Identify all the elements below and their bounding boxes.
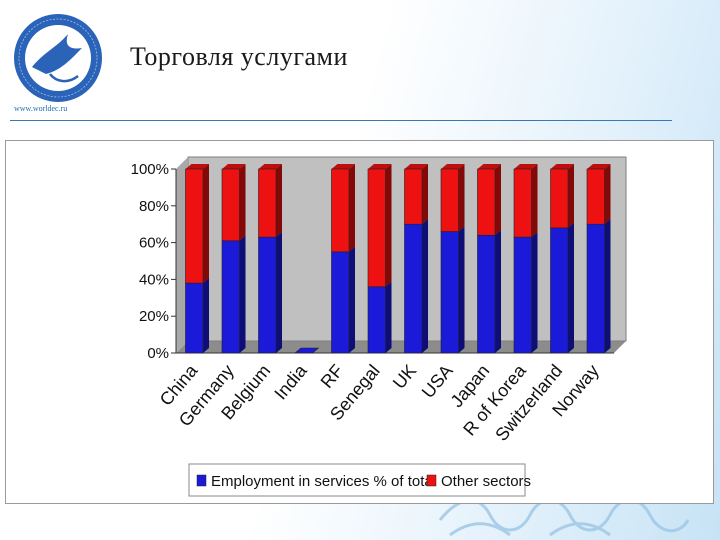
bar-services-side <box>422 219 429 353</box>
bar-other-top <box>440 164 465 169</box>
chart: 0%20%40%60%80%100%ChinaGermanyBelgiumInd… <box>131 156 627 497</box>
bar-other-top <box>185 164 210 169</box>
bar-other-side <box>568 164 575 228</box>
bar-services <box>221 240 240 354</box>
bar-other-top <box>331 164 356 169</box>
plot-floor <box>176 341 626 353</box>
bar-other-top <box>477 164 502 169</box>
bar-other <box>258 168 277 238</box>
bar-other-side <box>531 164 538 238</box>
bar-other-side <box>239 164 246 241</box>
legend-swatch <box>196 474 207 487</box>
bar-services-side <box>458 226 465 353</box>
chart-frame: 0% 20% 40% 60% 80% 100% China Germany Belgium Ind… <box>5 140 714 504</box>
bar-other <box>440 168 459 232</box>
bar-other-top <box>550 164 575 169</box>
bar-services-side <box>239 235 246 353</box>
bar-services-side <box>495 230 502 353</box>
legend-label: Employment in services % of total <box>211 473 436 490</box>
bar-services <box>550 227 569 354</box>
page-title: Торговля услугами <box>130 42 348 71</box>
bar-services-side <box>568 222 575 353</box>
bar-services <box>331 251 350 354</box>
bar-other <box>185 168 204 284</box>
bar-services-side <box>349 246 356 353</box>
bar-other-top <box>404 164 429 169</box>
y-tick-label: 100% <box>131 161 169 178</box>
bar-other-top <box>258 164 283 169</box>
legend-label: Other sectors <box>441 473 531 490</box>
x-tick-label: UK <box>389 361 420 393</box>
legend-swatch <box>426 474 437 487</box>
bar-other <box>331 168 350 253</box>
bar-other <box>367 168 386 288</box>
bar-services <box>513 236 532 354</box>
bar-services <box>294 347 320 354</box>
y-tick-label: 20% <box>139 308 169 325</box>
bar-services <box>477 234 496 354</box>
bar-other-side <box>385 164 392 287</box>
bar-other-side <box>276 164 283 238</box>
y-tick-label: 80% <box>139 198 169 215</box>
bar-other <box>513 168 532 238</box>
bar-other-top <box>513 164 538 169</box>
header-divider <box>10 120 672 121</box>
bar-services <box>185 282 204 354</box>
bar-services <box>440 231 459 354</box>
x-tick-label: India <box>270 360 311 404</box>
bar-other-side <box>349 164 356 252</box>
bar-other <box>221 168 240 242</box>
bar-other-side <box>203 164 210 284</box>
bar-services-side <box>276 232 283 353</box>
bar-services <box>367 286 386 354</box>
bar-other-side <box>422 164 429 225</box>
logo-emblem <box>14 14 102 102</box>
bar-services-side <box>203 278 210 353</box>
bar-other-top <box>221 164 246 169</box>
bar-services <box>258 236 277 354</box>
bar-services-side <box>604 219 611 353</box>
site-url: www.worldec.ru <box>14 104 68 113</box>
y-tick-label: 60% <box>139 235 169 252</box>
bar-services <box>586 223 605 354</box>
bar-services-side <box>531 232 538 353</box>
decorative-ornament <box>438 498 690 537</box>
bar-other <box>586 168 605 225</box>
bar-other-side <box>458 164 465 232</box>
plot-side-wall <box>176 157 188 353</box>
y-tick-label: 40% <box>139 271 169 288</box>
bar-other-side <box>604 164 611 225</box>
bar-other <box>404 168 423 225</box>
bar-services-side <box>385 281 392 353</box>
bar-other <box>550 168 569 229</box>
y-tick-label: 0% <box>147 345 169 362</box>
bar-other-side <box>495 164 502 236</box>
bar-other <box>477 168 496 236</box>
bar-other-top <box>367 164 392 169</box>
bar-other-top <box>586 164 611 169</box>
x-tick-label: RF <box>317 361 348 392</box>
legend-box <box>188 463 526 497</box>
bar-services <box>404 223 423 354</box>
